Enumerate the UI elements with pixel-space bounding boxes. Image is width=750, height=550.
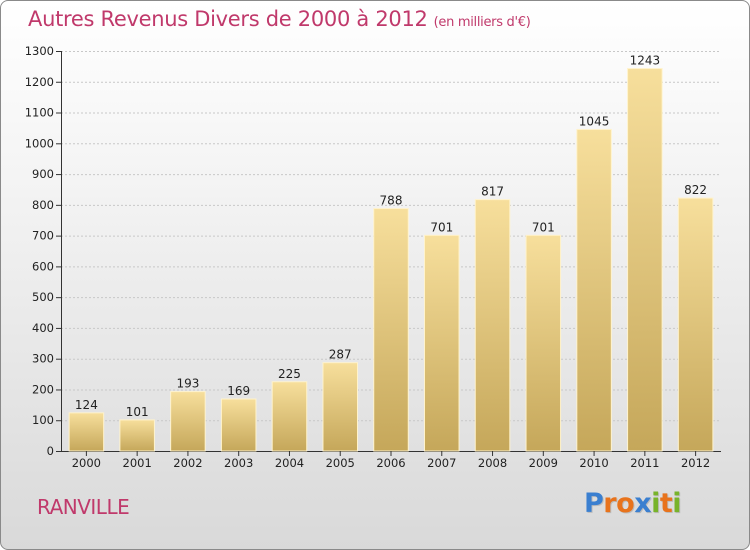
x-tick-label: 2007: [427, 456, 456, 470]
x-tick-label: 2003: [224, 456, 253, 470]
chart-title: Autres Revenus Divers de 2000 à 2012 (en …: [28, 7, 531, 31]
bar-value-label: 287: [329, 348, 352, 362]
bar-value-label: 701: [430, 220, 453, 234]
y-tick-label: 1000: [25, 136, 54, 150]
bar: [220, 398, 257, 452]
bar-value-label: 822: [684, 183, 707, 197]
bar-value-label: 817: [481, 185, 504, 199]
bar: [576, 128, 612, 452]
x-tick-label: 2000: [72, 456, 101, 470]
bar-value-label: 788: [380, 194, 403, 208]
proxiti-logo: Proxiti: [584, 488, 682, 519]
logo-letter: t: [659, 488, 673, 519]
logo-letter: i: [651, 488, 660, 519]
bar: [474, 199, 511, 452]
bar-value-label: 101: [126, 405, 149, 419]
bar-value-label: 1243: [630, 54, 661, 68]
y-tick-label: 800: [32, 198, 54, 212]
bar-value-label: 124: [75, 398, 98, 412]
bar: [627, 68, 663, 452]
y-tick-label: 600: [32, 259, 54, 273]
x-tick-label: 2008: [478, 456, 507, 470]
bar-value-label: 1045: [579, 114, 610, 128]
bar: [170, 391, 206, 452]
bar: [525, 234, 562, 452]
bar-value-label: 225: [278, 367, 301, 381]
chart-subtitle: (en milliers d'€): [433, 15, 531, 30]
bar-value-label: 169: [227, 384, 250, 398]
bar: [677, 197, 714, 452]
bar-value-label: 701: [532, 220, 555, 234]
x-tick-label: 2005: [326, 456, 355, 470]
chart-title-text: Autres Revenus Divers de 2000 à 2012: [28, 7, 428, 31]
bar: [68, 412, 105, 452]
bar: [271, 381, 308, 452]
x-tick-label: 2012: [681, 456, 710, 470]
x-tick-label: 2006: [376, 456, 405, 470]
logo-letter: x: [634, 488, 652, 519]
bar: [424, 234, 460, 452]
y-tick-label: 1300: [25, 44, 54, 58]
bar: [119, 419, 155, 452]
y-tick-label: 1100: [25, 106, 54, 120]
x-tick-label: 2009: [529, 456, 558, 470]
y-tick-label: 1200: [25, 75, 54, 89]
x-tick-label: 2002: [173, 456, 202, 470]
bar: [322, 362, 358, 452]
x-tick-label: 2001: [123, 456, 152, 470]
y-tick-label: 900: [32, 167, 54, 181]
y-tick-label: 700: [32, 229, 54, 243]
commune-name: RANVILLE: [37, 495, 130, 519]
logo-letter: o: [616, 488, 635, 519]
x-tick-label: 2011: [630, 456, 659, 470]
logo-letter: i: [672, 488, 682, 519]
y-tick-label: 500: [32, 290, 54, 304]
y-tick-label: 0: [47, 444, 54, 458]
x-tick-label: 2010: [579, 456, 608, 470]
y-tick-label: 200: [32, 382, 54, 396]
y-tick-label: 400: [32, 321, 54, 335]
y-tick-label: 300: [32, 352, 54, 366]
x-tick-label: 2004: [275, 456, 304, 470]
logo-letter: P: [584, 488, 604, 519]
bar-value-label: 193: [176, 377, 199, 391]
y-tick-label: 100: [32, 413, 54, 427]
logo-letter: r: [603, 488, 617, 519]
bar: [373, 208, 409, 452]
